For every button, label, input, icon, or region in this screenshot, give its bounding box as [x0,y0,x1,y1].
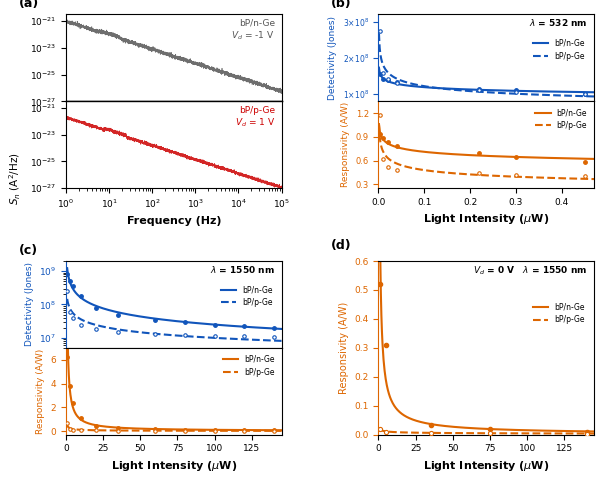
Text: (b): (b) [331,0,352,10]
Legend: bP/n-Ge, bP/p-Ge: bP/n-Ge, bP/p-Ge [530,36,588,64]
Y-axis label: Detectivity (Jones): Detectivity (Jones) [25,262,34,346]
Y-axis label: Responsivity (A/W): Responsivity (A/W) [36,349,45,434]
Text: $\lambda$ = 532 nm: $\lambda$ = 532 nm [529,17,587,28]
Y-axis label: Detectivity (Jones): Detectivity (Jones) [328,16,337,100]
Text: $V_d$ = 0 V   $\lambda$ = 1550 nm: $V_d$ = 0 V $\lambda$ = 1550 nm [473,265,587,277]
X-axis label: Frequency (Hz): Frequency (Hz) [127,216,221,226]
Text: $\lambda$ = 1550 nm: $\lambda$ = 1550 nm [210,264,275,275]
Y-axis label: Responsivity (A/W): Responsivity (A/W) [341,102,350,187]
Text: bP/p-Ge
$V_d$ = 1 V: bP/p-Ge $V_d$ = 1 V [235,106,275,129]
X-axis label: Light Intensity ($\mu$W): Light Intensity ($\mu$W) [423,459,550,473]
X-axis label: Light Intensity ($\mu$W): Light Intensity ($\mu$W) [423,213,550,227]
Text: (a): (a) [19,0,39,10]
Text: (c): (c) [19,244,38,257]
Legend: bP/n-Ge, bP/p-Ge: bP/n-Ge, bP/p-Ge [530,299,588,327]
Text: $S_n$ (A$^2$/Hz): $S_n$ (A$^2$/Hz) [7,152,23,205]
Text: bP/n-Ge
$V_d$ = -1 V: bP/n-Ge $V_d$ = -1 V [232,19,275,42]
Legend: bP/n-Ge, bP/p-Ge: bP/n-Ge, bP/p-Ge [532,105,590,133]
Text: (d): (d) [331,240,352,253]
X-axis label: Light Intensity ($\mu$W): Light Intensity ($\mu$W) [110,459,237,473]
Legend: bP/n-Ge, bP/p-Ge: bP/n-Ge, bP/p-Ge [218,282,275,310]
Legend: bP/n-Ge, bP/p-Ge: bP/n-Ge, bP/p-Ge [220,352,278,380]
Y-axis label: Responsivity (A/W): Responsivity (A/W) [339,302,349,394]
